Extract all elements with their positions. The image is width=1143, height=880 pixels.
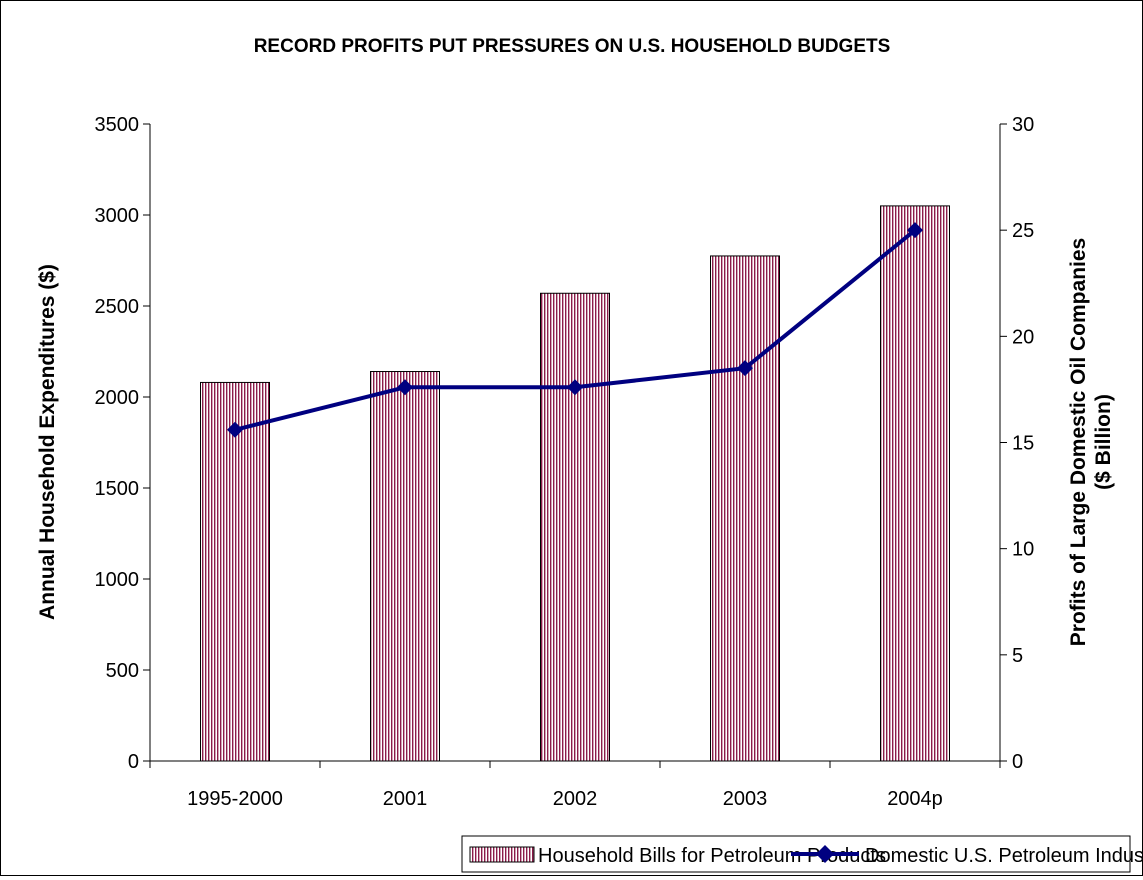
left-tick-label: 2000 [95,387,140,409]
profits-marker-2002 [567,379,583,396]
right-axis-title-line-2: ($ Billion) [1092,394,1115,490]
left-tick-label: 500 [106,660,139,682]
right-tick-label: 0 [1012,751,1023,773]
x-tick-label-1995-2000: 1995-2000 [187,788,283,810]
x-tick-label-2001: 2001 [383,788,428,810]
left-axis-title: Annual Household Expenditures ($) [36,264,59,620]
profits-marker-2004p [907,222,923,239]
x-tick-label-2002: 2002 [553,788,598,810]
left-tick-label: 1500 [95,478,140,500]
right-tick-label: 30 [1012,114,1034,136]
profits-marker-2003 [737,360,753,377]
left-tick-label: 0 [128,751,139,773]
right-tick-label: 15 [1012,433,1034,455]
profits-marker-2001 [397,379,413,396]
legend-diamond-marker [816,845,834,863]
left-tick-label: 2500 [95,296,140,318]
bar-2004p [880,205,950,762]
legend-line-label: Domestic U.S. Petroleum Industry Profits [865,845,1142,867]
left-tick-label: 1000 [95,569,140,591]
right-axis-title-line-1: Profits of Large Domestic Oil Companies [1067,238,1090,646]
x-tick-label-2003: 2003 [723,788,768,810]
chart-title: RECORD PROFITS PUT PRESSURES ON U.S. HOU… [254,36,891,57]
right-tick-label: 10 [1012,539,1034,561]
profits-marker-1995-2000 [227,421,243,438]
bar-2002 [540,292,610,762]
right-tick-label: 20 [1012,326,1034,348]
bar-2001 [370,371,440,762]
x-tick-label-2004p: 2004p [887,788,943,810]
plot-area: 0 500 1000 1500 2000 2500 3000 3500 0 5 10 15 20 25 30… [95,114,1035,810]
bar-1995-2000 [200,381,270,762]
legend-bar-label: Household Bills for Petroleum Products [538,845,886,867]
left-tick-label: 3500 [95,114,140,136]
legend-bar-swatch [469,846,535,863]
right-tick-label: 25 [1012,220,1034,242]
bar-2003 [710,255,780,762]
right-tick-label: 5 [1012,645,1023,667]
legend: Household Bills for Petroleum Products D… [461,835,1143,873]
left-tick-label: 3000 [95,205,140,227]
